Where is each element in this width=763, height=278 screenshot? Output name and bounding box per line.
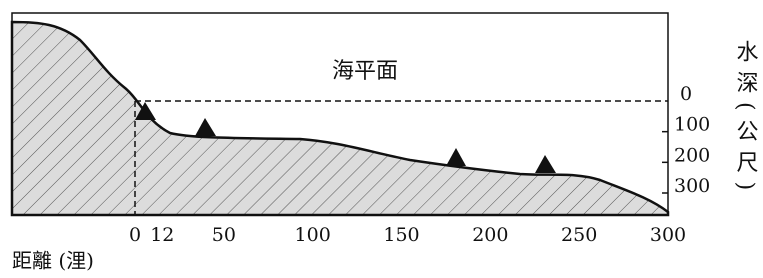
y-tick-label: 100 [674,114,710,136]
depth-title: 水深(公尺) [733,40,759,199]
triangle [195,118,216,136]
triangle [535,155,556,173]
x-tick-label: 300 [650,224,686,246]
x-tick-label: 50 [212,224,236,246]
triangle [446,148,466,166]
x-tick-label: 100 [295,224,331,246]
x-tick-label: 250 [561,224,597,246]
sea-level-label: 海平面 [332,59,398,84]
x-tick-label: 12 [150,224,174,246]
distance-title: 距離 (浬) [12,249,94,273]
y-tick-label: 300 [674,175,710,197]
y-tick-label: 200 [674,144,710,166]
diagram: 海平面 距離 (浬) 水深(公尺) 0 12 50 100 150 200 250 300 0 1… [0,0,763,278]
x-tick-label: 200 [472,224,508,246]
seafloor-profile [12,22,668,215]
x-tick-label: 150 [383,224,419,246]
page: 海平面 距離 (浬) 水深(公尺) 0 12 50 100 150 200 250 300 0 1… [0,0,763,278]
x-tick-label: 0 [129,224,141,246]
y-tick-label: 0 [680,83,692,105]
